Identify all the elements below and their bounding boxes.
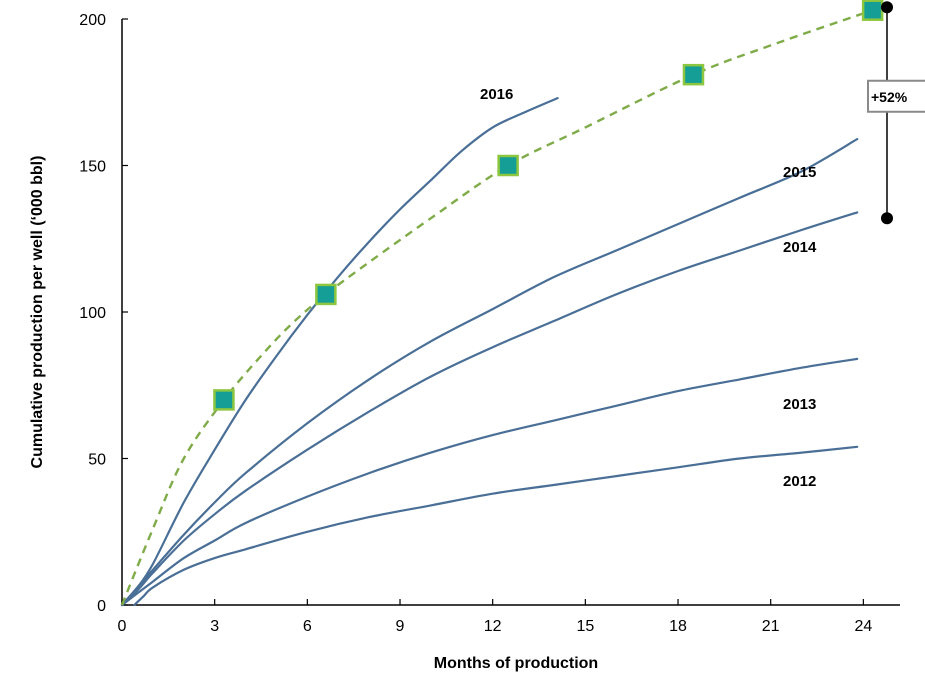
x-tick-label: 15	[576, 618, 594, 635]
y-axis-title: Cumulative production per well (‘000 bbl…	[29, 156, 46, 469]
series-lines	[120, 97, 859, 607]
x-axis-ticks: 0 3 6 9 12 15 18 21 24	[118, 599, 872, 635]
y-tick-label: 0	[97, 598, 106, 615]
x-tick-label: 24	[854, 618, 872, 635]
y-tick-label: 50	[88, 452, 106, 469]
series-labels: 2016 2015 2014 2013 2012	[480, 86, 817, 490]
x-tick-label: 21	[762, 618, 780, 635]
annotation-layer: +52%	[867, 1, 925, 225]
series-line-2014	[120, 211, 859, 607]
series-label-2016: 2016	[480, 86, 513, 103]
series-line-2013	[120, 357, 859, 607]
trend-marker	[861, 0, 884, 21]
x-tick-label: 18	[669, 618, 687, 635]
annotation-dot-top	[881, 1, 893, 14]
x-tick-label: 6	[303, 618, 312, 635]
y-axis-ticks: 0 50 100 150 200	[79, 12, 128, 615]
series-line-2015	[120, 138, 859, 607]
y-tick-label: 200	[79, 12, 106, 29]
series-line-2016	[120, 97, 559, 607]
annotation-label: +52%	[871, 89, 908, 105]
trend-marker	[315, 283, 337, 306]
x-tick-label: 3	[210, 618, 219, 635]
series-line-2012	[133, 445, 859, 607]
annotation-box	[867, 79, 925, 113]
x-tick-label: 12	[484, 618, 502, 635]
series-label-2015: 2015	[783, 164, 816, 181]
annotation-dot-bottom	[881, 212, 893, 225]
trend-marker	[497, 154, 519, 177]
series-label-2014: 2014	[783, 239, 817, 256]
trend-layer	[120, 0, 884, 606]
series-label-2013: 2013	[783, 396, 816, 413]
x-axis-title: Months of production	[434, 655, 598, 672]
trend-marker	[213, 389, 235, 411]
y-tick-label: 150	[79, 159, 106, 176]
series-label-2012: 2012	[783, 473, 816, 490]
y-tick-label: 100	[79, 305, 106, 322]
trend-marker	[682, 63, 705, 86]
x-tick-label: 9	[396, 618, 405, 635]
x-tick-label: 0	[118, 618, 127, 635]
